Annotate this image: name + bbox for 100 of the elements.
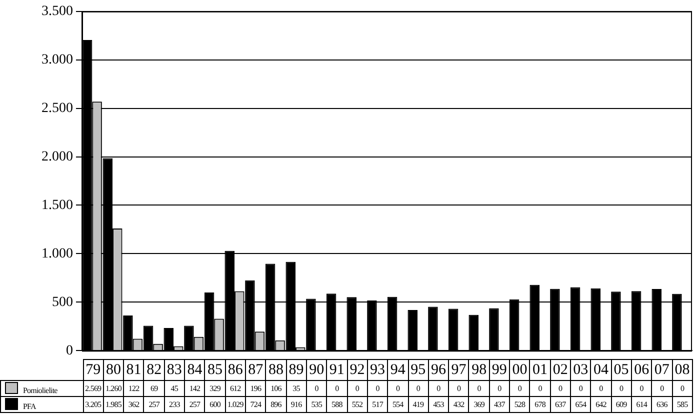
data-label: 1.260 [103, 380, 124, 396]
x-tick-label: 06 [631, 360, 652, 380]
data-label: 0 [631, 380, 652, 396]
data-label: 535 [306, 396, 327, 412]
data-label: 257 [184, 396, 205, 412]
x-tick-label: 90 [306, 360, 327, 380]
y-tick-label: 0 [66, 343, 73, 358]
x-tick-label: 07 [652, 360, 672, 380]
data-label: 0 [489, 380, 510, 396]
data-label: 362 [124, 396, 144, 412]
data-label: 369 [468, 396, 490, 412]
x-tick-label: 85 [204, 360, 226, 380]
x-tick-label: 81 [124, 360, 144, 380]
x-tick-label: 79 [83, 360, 104, 380]
data-label: 0 [672, 380, 692, 396]
x-tick-label: 93 [367, 360, 388, 380]
x-tick-label: 95 [408, 360, 428, 380]
data-label: 609 [611, 396, 632, 412]
data-label: 654 [570, 396, 591, 412]
data-label: 35 [286, 380, 306, 396]
data-label: 419 [408, 396, 428, 412]
data-label: 196 [246, 380, 266, 396]
x-tick-label: 86 [225, 360, 246, 380]
data-label: 896 [266, 396, 286, 412]
x-tick-label: 84 [184, 360, 205, 380]
y-tick-label: 3.500 [42, 4, 73, 20]
data-label: 45 [164, 380, 185, 396]
legend-label: Pomiolielite [0, 380, 83, 396]
data-label: 0 [388, 380, 408, 396]
data-label: 612 [225, 380, 246, 396]
x-tick-label: 05 [611, 360, 632, 380]
data-label: 122 [124, 380, 144, 396]
data-label: 0 [550, 380, 570, 396]
y-tick-label: 3.000 [42, 52, 73, 68]
data-label: 0 [306, 380, 327, 396]
data-label: 0 [367, 380, 388, 396]
data-label: 0 [326, 380, 348, 396]
legend-label: PFA [0, 396, 83, 412]
data-label: 916 [286, 396, 306, 412]
data-label: 329 [204, 380, 226, 396]
data-label: 257 [144, 396, 164, 412]
x-tick-label: 97 [448, 360, 469, 380]
data-label: 233 [164, 396, 185, 412]
data-label: 600 [204, 396, 226, 412]
data-label: 0 [408, 380, 428, 396]
data-label: 69 [144, 380, 164, 396]
data-label: 0 [510, 380, 530, 396]
data-label: 636 [652, 396, 672, 412]
data-label: 588 [326, 396, 348, 412]
data-label: 0 [652, 380, 672, 396]
y-tick-label: 2.500 [42, 100, 73, 116]
x-tick-label: 80 [103, 360, 124, 380]
data-label: 0 [448, 380, 469, 396]
x-tick-label: 83 [164, 360, 185, 380]
x-tick-label: 99 [489, 360, 510, 380]
x-tick-label: 89 [286, 360, 306, 380]
x-tick-label: 94 [388, 360, 408, 380]
x-tick-label: 82 [144, 360, 164, 380]
data-label: 142 [184, 380, 205, 396]
data-label: 432 [448, 396, 469, 412]
data-label: 554 [388, 396, 408, 412]
data-label: 0 [347, 380, 368, 396]
x-tick-label: 87 [246, 360, 266, 380]
data-label: 528 [510, 396, 530, 412]
data-label: 678 [530, 396, 550, 412]
x-tick-label: 04 [590, 360, 612, 380]
data-label: 614 [631, 396, 652, 412]
data-label: 453 [428, 396, 449, 412]
x-tick-label: 98 [468, 360, 490, 380]
data-label: 637 [550, 396, 570, 412]
data-label: 552 [347, 396, 368, 412]
x-tick-label: 88 [266, 360, 286, 380]
x-tick-label: 92 [347, 360, 368, 380]
y-tick-label: 1.500 [42, 198, 73, 213]
data-label: 437 [489, 396, 510, 412]
data-label: 106 [266, 380, 286, 396]
data-label: 724 [246, 396, 266, 412]
data-label: 517 [367, 396, 388, 412]
x-tick-label: 01 [530, 360, 550, 380]
data-label: 1.029 [225, 396, 246, 412]
data-label: 3.205 [83, 396, 104, 412]
data-label: 2.569 [83, 380, 104, 396]
data-label: 1.985 [103, 396, 124, 412]
y-tick-label: 1.000 [42, 246, 73, 262]
y-tick-label: 2.000 [42, 149, 73, 164]
y-tick-label: 500 [52, 294, 73, 310]
x-tick-label: 91 [326, 360, 348, 380]
x-tick-label: 03 [570, 360, 591, 380]
x-tick-label: 00 [510, 360, 530, 380]
data-label: 0 [611, 380, 632, 396]
data-label: 0 [530, 380, 550, 396]
data-label: 0 [468, 380, 490, 396]
data-label: 642 [590, 396, 612, 412]
data-label: 0 [428, 380, 449, 396]
x-tick-label: 96 [428, 360, 449, 380]
data-label: 585 [672, 396, 692, 412]
x-tick-label: 02 [550, 360, 570, 380]
data-label: 0 [590, 380, 612, 396]
x-tick-label: 08 [672, 360, 692, 380]
data-label: 0 [570, 380, 591, 396]
